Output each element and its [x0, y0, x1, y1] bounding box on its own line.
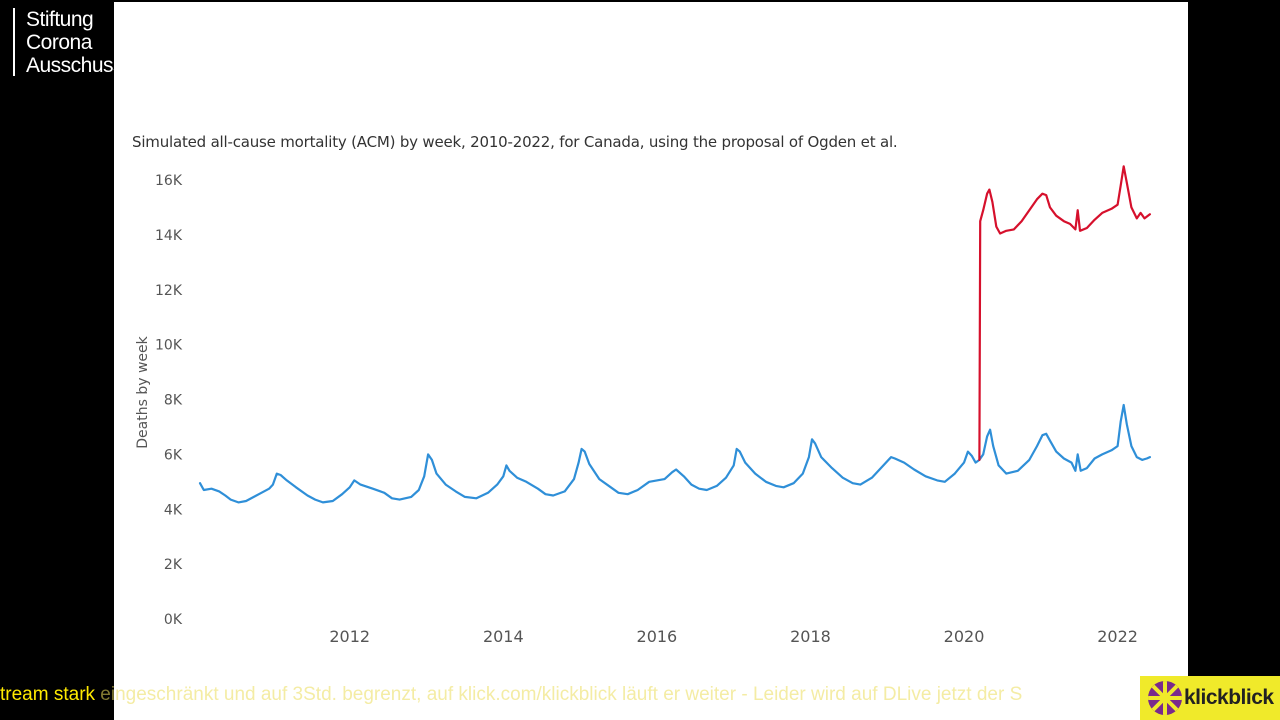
aperture-icon — [1148, 681, 1182, 715]
x-tick-label: 2022 — [1097, 627, 1138, 646]
x-tick-label: 2018 — [790, 627, 831, 646]
logo-line-3: Ausschuss — [26, 54, 124, 77]
brand-name: klickblick — [1184, 686, 1274, 709]
mortality-line-chart: 0K 2K 4K 6K 8K 10K 12K 14K 16K 2012 2014 2016 2018 20… — [135, 165, 1151, 646]
y-tick-label: 6K — [164, 447, 183, 463]
y-tick-label: 4K — [164, 502, 183, 518]
chart-title: Simulated all-cause mortality (ACM) by w… — [132, 133, 898, 151]
series-layer — [198, 165, 1151, 504]
y-tick-label: 2K — [164, 557, 183, 573]
y-tick-label: 8K — [164, 393, 183, 409]
series-line-red — [978, 165, 1151, 461]
y-axis-label: Deaths by week — [135, 335, 151, 448]
x-tick-label: 2016 — [637, 627, 678, 646]
logo-line-2: Corona — [26, 31, 92, 54]
y-tick-label: 12K — [155, 283, 183, 299]
x-tick-label: 2014 — [483, 627, 524, 646]
x-tick-label: 2012 — [329, 627, 370, 646]
axis-labels: 0K 2K 4K 6K 8K 10K 12K 14K 16K 2012 2014 2016 2018 20… — [135, 173, 1138, 646]
logo-line-1: Stiftung — [26, 8, 94, 31]
y-tick-label: 0K — [164, 612, 183, 628]
y-tick-label: 16K — [155, 173, 183, 189]
ticker-lead-text: tream stark — [0, 684, 96, 705]
logo-divider — [13, 8, 15, 76]
x-tick-label: 2020 — [944, 627, 985, 646]
news-ticker: tream stark eingeschränkt und auf 3Std. … — [0, 682, 1140, 708]
y-tick-label: 10K — [155, 338, 183, 354]
y-tick-label: 14K — [155, 228, 183, 244]
stiftung-corona-ausschuss-logo: Stiftung Corona Ausschuss — [26, 8, 124, 77]
chart-slide: Simulated all-cause mortality (ACM) by w… — [114, 2, 1188, 720]
series-line-blue — [198, 403, 1151, 504]
ticker-rest-text: eingeschränkt und auf 3Std. begrenzt, au… — [95, 684, 1023, 705]
klickblick-badge: klickblick — [1140, 676, 1280, 720]
